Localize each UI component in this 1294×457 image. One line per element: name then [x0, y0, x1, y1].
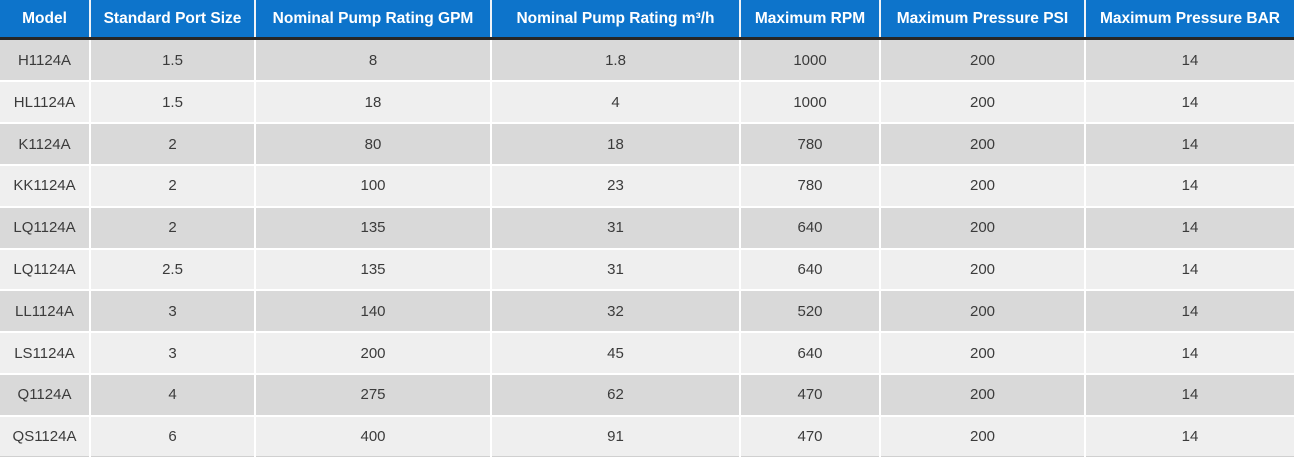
column-header-max-bar: Maximum Pressure BAR — [1085, 0, 1294, 40]
cell-max-rpm: 1000 — [739, 80, 881, 125]
cell-rating-m3h: 31 — [490, 205, 741, 250]
table-row: HL1124A 1.5 18 4 1000 200 14 — [0, 80, 1294, 125]
cell-max-rpm: 1000 — [739, 38, 881, 83]
header-row: Model Standard Port Size Nominal Pump Ra… — [0, 0, 1294, 40]
cell-port-size: 2 — [89, 163, 256, 208]
cell-max-rpm: 470 — [739, 372, 881, 417]
cell-model: HL1124A — [0, 80, 91, 125]
cell-max-rpm: 640 — [739, 205, 881, 250]
column-header-max-psi: Maximum Pressure PSI — [880, 0, 1086, 40]
cell-max-bar: 14 — [1084, 289, 1294, 334]
cell-max-bar: 14 — [1084, 247, 1294, 292]
cell-max-bar: 14 — [1084, 205, 1294, 250]
cell-max-bar: 14 — [1084, 80, 1294, 125]
cell-max-psi: 200 — [879, 122, 1086, 166]
cell-max-psi: 200 — [879, 331, 1086, 375]
cell-port-size: 2.5 — [89, 247, 256, 292]
cell-max-psi: 200 — [879, 372, 1086, 417]
cell-port-size: 2 — [89, 205, 256, 250]
table-row: LQ1124A 2.5 135 31 640 200 14 — [0, 247, 1294, 292]
cell-port-size: 1.5 — [89, 38, 256, 83]
cell-rating-m3h: 91 — [490, 414, 741, 457]
table-row: KK1124A 2 100 23 780 200 14 — [0, 163, 1294, 208]
cell-rating-gpm: 200 — [254, 331, 492, 375]
cell-max-bar: 14 — [1084, 331, 1294, 375]
cell-model: LQ1124A — [0, 247, 91, 292]
cell-port-size: 3 — [89, 289, 256, 334]
column-header-rating-m3h: Nominal Pump Rating m³/h — [491, 0, 741, 40]
cell-max-bar: 14 — [1084, 414, 1294, 457]
cell-max-bar: 14 — [1084, 372, 1294, 417]
cell-max-psi: 200 — [879, 205, 1086, 250]
cell-rating-gpm: 275 — [254, 372, 492, 417]
cell-max-psi: 200 — [879, 38, 1086, 83]
column-header-rating-gpm: Nominal Pump Rating GPM — [255, 0, 492, 40]
cell-rating-m3h: 62 — [490, 372, 741, 417]
cell-max-bar: 14 — [1084, 38, 1294, 83]
cell-rating-m3h: 23 — [490, 163, 741, 208]
column-header-max-rpm: Maximum RPM — [740, 0, 881, 40]
cell-model: LS1124A — [0, 331, 91, 375]
cell-port-size: 4 — [89, 372, 256, 417]
cell-max-rpm: 470 — [739, 414, 881, 457]
cell-port-size: 1.5 — [89, 80, 256, 125]
cell-max-rpm: 780 — [739, 122, 881, 166]
cell-max-rpm: 520 — [739, 289, 881, 334]
cell-max-rpm: 640 — [739, 247, 881, 292]
table-row: Q1124A 4 275 62 470 200 14 — [0, 372, 1294, 417]
cell-max-psi: 200 — [879, 80, 1086, 125]
cell-max-psi: 200 — [879, 247, 1086, 292]
cell-max-rpm: 780 — [739, 163, 881, 208]
cell-max-bar: 14 — [1084, 163, 1294, 208]
cell-model: K1124A — [0, 122, 91, 166]
cell-model: H1124A — [0, 38, 91, 83]
table-row: H1124A 1.5 8 1.8 1000 200 14 — [0, 38, 1294, 83]
table-row: K1124A 2 80 18 780 200 14 — [0, 122, 1294, 166]
cell-rating-m3h: 45 — [490, 331, 741, 375]
column-header-port-size: Standard Port Size — [90, 0, 256, 40]
cell-rating-gpm: 18 — [254, 80, 492, 125]
cell-max-psi: 200 — [879, 414, 1086, 457]
cell-port-size: 6 — [89, 414, 256, 457]
cell-rating-m3h: 18 — [490, 122, 741, 166]
cell-model: LQ1124A — [0, 205, 91, 250]
table-row: LQ1124A 2 135 31 640 200 14 — [0, 205, 1294, 250]
cell-rating-m3h: 1.8 — [490, 38, 741, 83]
table-row: LL1124A 3 140 32 520 200 14 — [0, 289, 1294, 334]
cell-rating-gpm: 100 — [254, 163, 492, 208]
cell-rating-gpm: 80 — [254, 122, 492, 166]
cell-rating-gpm: 400 — [254, 414, 492, 457]
table-row: QS1124A 6 400 91 470 200 14 — [0, 414, 1294, 457]
cell-max-bar: 14 — [1084, 122, 1294, 166]
cell-model: LL1124A — [0, 289, 91, 334]
cell-max-psi: 200 — [879, 163, 1086, 208]
cell-rating-m3h: 32 — [490, 289, 741, 334]
cell-max-rpm: 640 — [739, 331, 881, 375]
cell-model: KK1124A — [0, 163, 91, 208]
table-row: LS1124A 3 200 45 640 200 14 — [0, 331, 1294, 375]
cell-max-psi: 200 — [879, 289, 1086, 334]
cell-rating-m3h: 4 — [490, 80, 741, 125]
cell-rating-gpm: 8 — [254, 38, 492, 83]
cell-rating-gpm: 135 — [254, 205, 492, 250]
cell-rating-m3h: 31 — [490, 247, 741, 292]
cell-rating-gpm: 140 — [254, 289, 492, 334]
cell-rating-gpm: 135 — [254, 247, 492, 292]
cell-model: Q1124A — [0, 372, 91, 417]
cell-port-size: 2 — [89, 122, 256, 166]
table-body: H1124A 1.5 8 1.8 1000 200 14 HL1124A 1.5… — [0, 38, 1294, 457]
table-header: Model Standard Port Size Nominal Pump Ra… — [0, 0, 1294, 40]
cell-model: QS1124A — [0, 414, 91, 457]
column-header-model: Model — [0, 0, 91, 40]
cell-port-size: 3 — [89, 331, 256, 375]
